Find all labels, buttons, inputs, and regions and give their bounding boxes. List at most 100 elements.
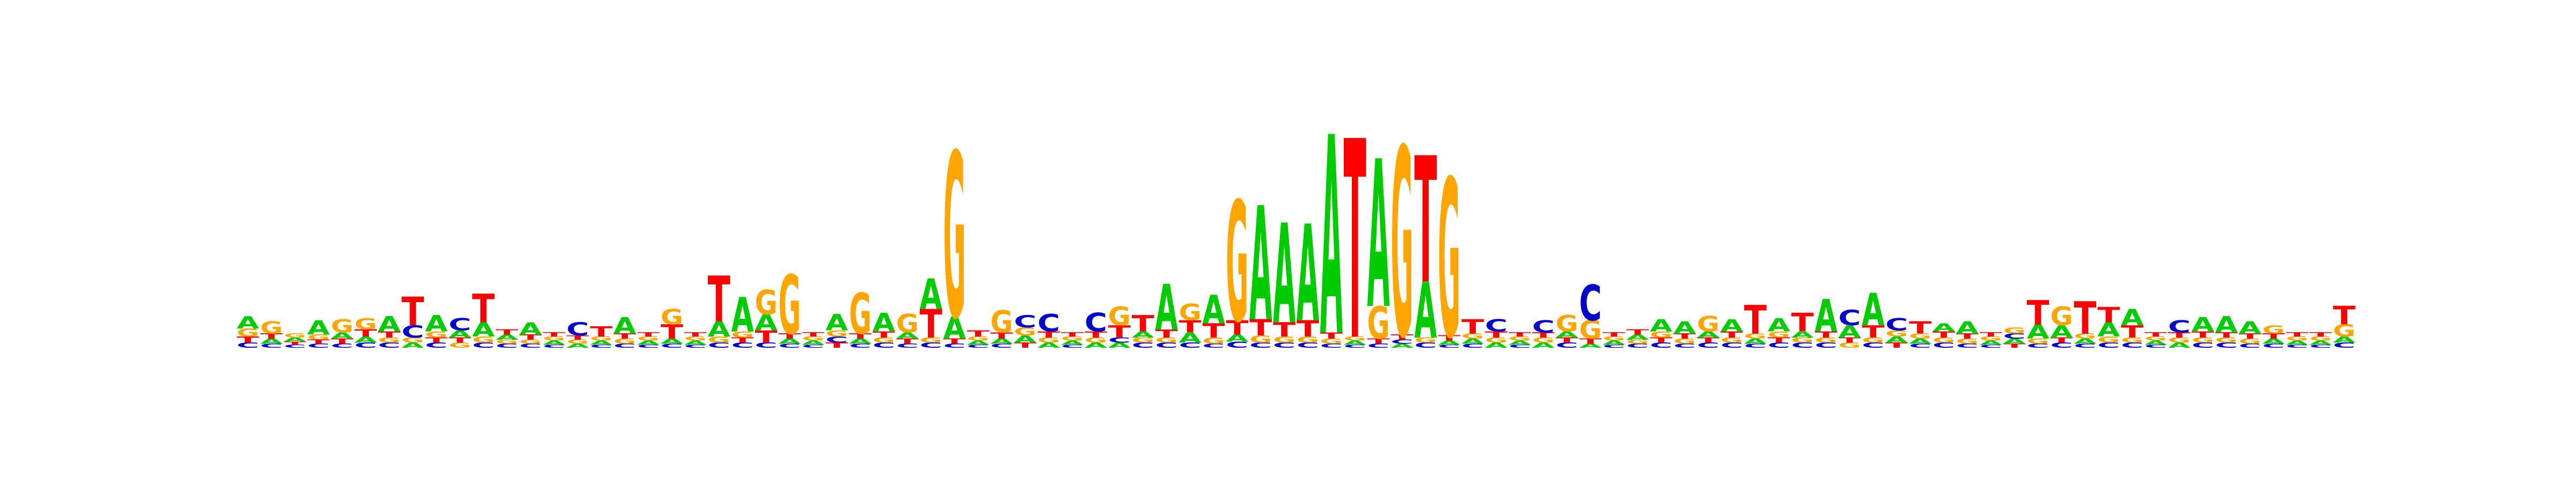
logo-letter-A-pos-66: A (1768, 314, 1790, 336)
logo-letter-G-pos-29: G (896, 309, 919, 339)
logo-letter-T-pos-71: T (1885, 341, 1908, 349)
logo-letter-A-pos-38: A (1108, 341, 1131, 349)
logo-letter-A-pos-19: A (661, 338, 684, 346)
logo-letter-T-pos-6: T (354, 327, 377, 339)
logo-letter-A-pos-47: A (1320, 80, 1343, 398)
logo-letter-C-pos-3: C (284, 344, 306, 349)
logo-letter-T-pos-29: T (896, 337, 919, 345)
logo-letter-C-pos-11: C (472, 341, 495, 349)
logo-stacks: CTGACATGCTAGCTGACTAGCATGCGTAAGCTCTGAGTAC… (237, 80, 2356, 401)
logo-letter-G-pos-17: G (613, 337, 636, 345)
logo-letter-T-pos-76: T (2003, 343, 2026, 349)
logo-letter-G-pos-68: G (1814, 336, 1837, 344)
logo-letter-T-pos-51: T (1414, 120, 1437, 322)
logo-letter-G-pos-55: G (1509, 335, 1531, 342)
logo-letter-T-pos-32: T (967, 329, 990, 339)
logo-letter-G-pos-83: G (2168, 336, 2191, 344)
logo-letter-G-pos-64: G (1721, 336, 1743, 344)
logo-letter-A-pos-4: A (308, 316, 330, 339)
logo-letter-G-pos-69: G (1838, 341, 1861, 349)
logo-letter-G-pos-41: G (1179, 300, 1201, 326)
logo-letter-G-pos-82: G (2145, 335, 2167, 342)
logo-letter-T-pos-9: T (425, 336, 448, 345)
logo-letter-C-pos-49: C (1367, 342, 1390, 349)
logo-letter-G-pos-2: G (260, 318, 283, 338)
logo-letter-G-pos-32: G (967, 335, 989, 342)
logo-letter-G-pos-46: G (1297, 335, 1319, 345)
logo-letter-C-pos-38: C (1108, 336, 1131, 344)
logo-letter-C-pos-8: C (401, 322, 424, 341)
logo-letter-T-pos-41: T (1179, 317, 1202, 336)
logo-letter-G-pos-51: G (1414, 336, 1437, 344)
logo-letter-T-pos-60: T (1626, 328, 1649, 336)
logo-letter-A-pos-28: A (873, 308, 896, 337)
logo-letter-T-pos-49: T (1367, 337, 1391, 345)
logo-letter-A-pos-2: A (260, 338, 283, 346)
logo-letter-C-pos-86: C (2238, 342, 2261, 349)
logo-letter-C-pos-37: C (1085, 309, 1107, 338)
logo-letter-C-pos-33: C (990, 342, 1013, 349)
logo-letter-C-pos-56: C (1532, 317, 1555, 336)
logo-letter-A-pos-60: A (1626, 333, 1649, 341)
logo-letter-C-pos-16: C (590, 344, 612, 349)
logo-letter-T-pos-34: T (1014, 341, 1037, 349)
logo-letter-A-pos-14: A (543, 340, 566, 346)
logo-letter-T-pos-21: T (708, 264, 730, 336)
logo-letter-T-pos-23: T (755, 327, 778, 347)
logo-letter-C-pos-39: C (1132, 341, 1154, 349)
logo-letter-C-pos-67: C (1791, 341, 1814, 349)
logo-letter-T-pos-74: T (1956, 332, 1979, 340)
logo-letter-C-pos-78: C (2050, 341, 2073, 349)
logo-letter-G-pos-30: G (920, 336, 942, 344)
logo-letter-A-pos-46: A (1297, 198, 1319, 352)
logo-letter-G-pos-47: G (1320, 337, 1343, 345)
logo-letter-A-pos-56: A (1532, 341, 1555, 349)
logo-letter-T-pos-54: T (1485, 330, 1508, 339)
logo-letter-A-pos-57: A (1556, 330, 1578, 340)
logo-letter-C-pos-66: C (1768, 341, 1790, 349)
logo-letter-C-pos-57: C (1556, 341, 1578, 349)
logo-letter-T-pos-86: T (2238, 332, 2262, 340)
logo-letter-G-pos-73: G (1933, 336, 1955, 344)
logo-letter-A-pos-3: A (284, 336, 307, 343)
logo-letter-T-pos-28: T (873, 330, 896, 339)
logo-letter-G-pos-4: G (308, 333, 330, 341)
logo-letter-C-pos-69: C (1838, 306, 1861, 331)
logo-letter-C-pos-29: C (896, 342, 919, 349)
logo-letter-A-pos-45: A (1273, 196, 1296, 355)
logo-letter-A-pos-16: A (590, 340, 613, 346)
logo-letter-T-pos-4: T (308, 339, 330, 345)
logo-letter-T-pos-33: T (990, 331, 1013, 340)
logo-letter-A-pos-68: A (1814, 290, 1838, 342)
logo-letter-G-pos-67: G (1791, 336, 1814, 344)
logo-letter-C-pos-82: C (2145, 344, 2167, 349)
logo-letter-A-pos-26: A (825, 310, 848, 336)
logo-letter-G-pos-35: G (1037, 336, 1060, 344)
logo-letter-A-pos-22: A (731, 288, 754, 343)
logo-letter-A-pos-39: A (1132, 330, 1154, 340)
logo-letter-A-pos-90: A (2333, 335, 2355, 345)
logo-letter-T-pos-15: T (566, 334, 589, 341)
logo-letter-G-pos-63: G (1697, 312, 1719, 336)
logo-letter-C-pos-30: C (920, 341, 942, 349)
logo-letter-G-pos-6: G (354, 315, 377, 333)
logo-letter-T-pos-8: T (401, 289, 424, 334)
logo-letter-C-pos-50: C (1391, 339, 1413, 345)
logo-letter-C-pos-58: C (1579, 275, 1602, 332)
logo-letter-T-pos-30: T (920, 301, 942, 347)
logo-letter-C-pos-61: C (1650, 341, 1672, 349)
logo-letter-C-pos-84: C (2192, 341, 2214, 349)
logo-letter-A-pos-83: A (2168, 341, 2191, 349)
logo-letter-A-pos-84: A (2192, 313, 2214, 336)
logo-letter-A-pos-76: A (2003, 338, 2026, 346)
logo-letter-G-pos-25: G (802, 335, 824, 342)
logo-letter-T-pos-5: T (331, 337, 354, 345)
logo-letter-G-pos-65: G (1744, 332, 1767, 340)
logo-letter-G-pos-53: G (1461, 332, 1484, 340)
logo-letter-C-pos-18: C (637, 344, 660, 349)
logo-letter-G-pos-15: G (566, 339, 589, 345)
logo-letter-C-pos-63: C (1697, 341, 1719, 349)
logo-letter-C-pos-36: C (1061, 344, 1084, 349)
logo-letter-G-pos-39: G (1132, 336, 1154, 344)
logo-letter-G-pos-59: G (1602, 335, 1625, 342)
